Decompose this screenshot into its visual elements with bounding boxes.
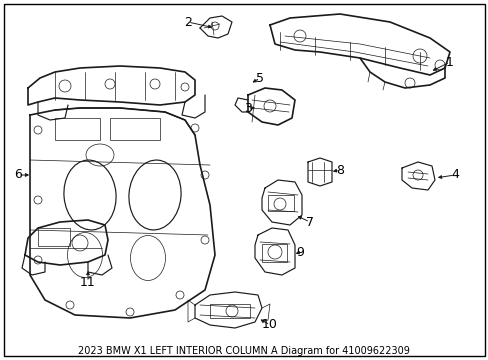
Bar xyxy=(209,304,249,318)
Bar xyxy=(262,244,286,262)
Bar xyxy=(38,228,70,246)
Bar xyxy=(55,118,100,140)
Text: 3: 3 xyxy=(244,102,251,114)
Text: 8: 8 xyxy=(335,163,343,176)
Text: 10: 10 xyxy=(262,319,277,332)
Text: 7: 7 xyxy=(305,216,313,229)
Text: 4: 4 xyxy=(450,168,458,181)
Bar xyxy=(110,118,160,140)
Text: 5: 5 xyxy=(256,72,264,85)
Text: 2023 BMW X1 LEFT INTERIOR COLUMN A Diagram for 41009622309: 2023 BMW X1 LEFT INTERIOR COLUMN A Diagr… xyxy=(78,346,409,356)
Text: 6: 6 xyxy=(14,168,22,181)
Text: 2: 2 xyxy=(183,15,192,28)
Bar xyxy=(267,195,293,211)
Text: 9: 9 xyxy=(295,246,304,258)
Text: 11: 11 xyxy=(80,275,96,288)
Text: 1: 1 xyxy=(445,55,453,68)
